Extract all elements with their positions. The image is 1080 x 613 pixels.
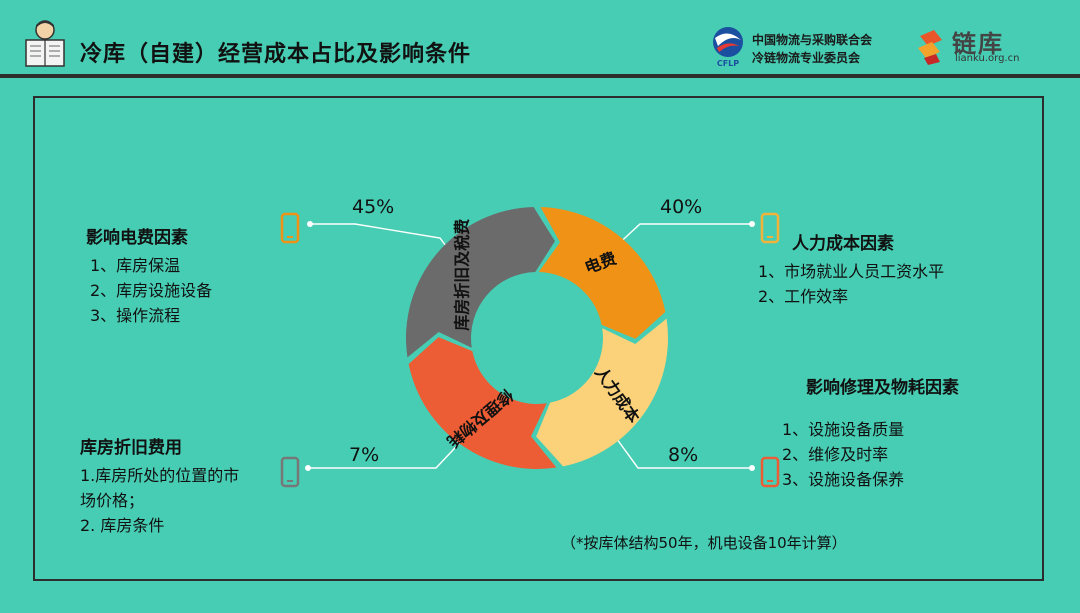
pct-electricity: 45% [352,196,395,218]
segment-depreciation [406,207,555,358]
phone-icon [760,212,780,244]
repair-item: 3、设施设备保养 [782,470,905,489]
pct-repair: 8% [668,444,699,466]
header: 冷库（自建）经营成本占比及影响条件 CFLP 中国物流与采购联合会 冷链物流专业… [0,0,1080,78]
phone-icon [760,456,780,488]
pct-labor: 40% [660,196,703,218]
labor-factors: 人力成本因素 1、市场就业人员工资水平 2、工作效率 [758,232,944,309]
page-title: 冷库（自建）经营成本占比及影响条件 [80,42,472,67]
phone-icons [280,212,780,488]
cflp-logo-text: CFLP [717,59,739,68]
donut-segments [406,207,668,469]
depreciation-item: 场价格； [80,491,145,510]
electricity-item: 1、库房保温 [90,256,181,275]
labor-item: 1、市场就业人员工资水平 [758,262,945,281]
cflp-text: 中国物流与采购联合会 冷链物流专业委员会 [752,31,872,67]
repair-heading: 影响修理及物耗因素 [806,378,959,398]
repair-factors: 1、设施设备质量 2、维修及时率 3、设施设备保养 [782,417,904,492]
connector-dot [749,221,755,227]
phone-icon [280,212,300,244]
repair-item: 2、维修及时率 [782,445,889,464]
depreciation-heading: 库房折旧费用 [80,438,182,458]
connector-labor [613,223,752,249]
reader-icon [25,20,65,67]
connector-dot [749,465,755,471]
labor-item: 2、工作效率 [758,287,849,306]
labor-heading: 人力成本因素 [792,234,894,254]
connector-dot [305,465,311,471]
pct-depreciation: 7% [349,444,380,466]
segment-labor [536,318,668,467]
depreciation-factors: 库房折旧费用 1.库房所处的位置的市 场价格； 2. 库房条件 [80,436,239,538]
segment-label-depreciation: 库房折旧及税费 [453,219,472,331]
lianku-name: 链库 [952,30,1004,58]
connector-depreciation [308,431,471,469]
phone-icon [280,456,300,488]
electricity-item: 2、库房设施设备 [90,281,213,300]
connector-lines [305,221,755,471]
electricity-factors: 影响电费因素 1、库房保温 2、库房设施设备 3、操作流程 [86,226,212,328]
footnote: （*按库体结构50年，机电设备10年计算） [561,534,847,552]
connector-repair [605,423,752,469]
lianku-logo-icon [918,30,942,65]
depreciation-item: 1.库房所处的位置的市 [80,466,240,485]
repair-heading-block: 影响修理及物耗因素 [806,376,959,403]
segment-repair [408,337,557,469]
content-frame [33,96,1044,581]
connector-dot [307,221,313,227]
cflp-line-2: 冷链物流专业委员会 [752,51,861,65]
depreciation-item: 2. 库房条件 [80,516,165,535]
electricity-item: 3、操作流程 [90,306,181,325]
cflp-line-1: 中国物流与采购联合会 [752,33,873,47]
header-divider [0,74,1080,78]
electricity-heading: 影响电费因素 [86,228,188,248]
repair-item: 1、设施设备质量 [782,420,905,439]
cflp-logo-icon: CFLP [713,27,743,68]
lianku-url: lianku.org.cn [955,53,1020,64]
segment-electricity [538,207,666,339]
